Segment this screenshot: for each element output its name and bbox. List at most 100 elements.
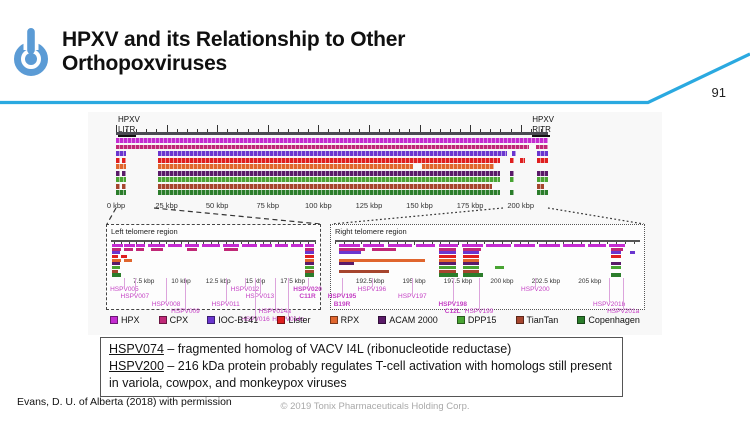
panel-segment xyxy=(438,244,458,248)
panel-tick xyxy=(247,241,249,244)
gene-leader-line xyxy=(225,277,227,302)
tonix-power-logo-icon xyxy=(14,28,48,76)
legend-label: TianTan xyxy=(526,315,559,325)
panel-title: Left telomere region xyxy=(111,227,178,236)
track-segment-ACAM 2000 xyxy=(158,170,501,176)
panel-tick xyxy=(387,241,389,244)
map-tick xyxy=(247,128,249,132)
legend-item-RPX: RPX xyxy=(329,315,359,325)
track-segment-RPX xyxy=(421,164,495,170)
map-axis-label: 175 kbp xyxy=(456,201,484,210)
panel-segment xyxy=(610,255,622,259)
gene-label: HSPV014a xyxy=(258,308,291,316)
gene-label: HSPV008 xyxy=(151,300,181,308)
map-tick xyxy=(348,128,350,132)
panel-tick xyxy=(466,241,468,244)
gene-leader-line xyxy=(452,277,454,302)
panel-segment xyxy=(259,244,272,248)
panel-tick xyxy=(225,241,227,244)
panel-tick-major xyxy=(370,240,372,245)
map-tick xyxy=(358,128,360,132)
track-segment-DPP15 xyxy=(509,177,514,183)
panel-segment xyxy=(463,262,480,266)
legend-swatch xyxy=(378,316,387,324)
gene-label: HSPV007 xyxy=(120,293,150,301)
panel-tick xyxy=(431,241,433,244)
legend-swatch xyxy=(207,316,216,324)
panel-segment xyxy=(167,244,183,248)
panel-axis-label: 10 kbp xyxy=(171,278,191,285)
map-tick xyxy=(520,125,522,132)
ritr-label-top: HPXV xyxy=(532,115,554,124)
map-tracks xyxy=(116,138,548,200)
panel-segment xyxy=(610,262,622,266)
panel-tick-major xyxy=(292,240,294,245)
gene-leader-line xyxy=(274,277,276,310)
legend-item-CPX: CPX xyxy=(158,315,188,325)
panel-tick xyxy=(378,241,380,244)
panel-segment xyxy=(610,266,622,270)
track-segment-Copenhagen xyxy=(536,190,548,196)
panel-segment xyxy=(148,244,165,248)
panel-tick xyxy=(151,241,152,244)
panel-title: Right telomere region xyxy=(335,227,407,236)
gene-label: HSPV016 xyxy=(241,315,270,323)
map-axis-label: 25 kbp xyxy=(155,201,178,210)
panel-segment xyxy=(291,244,304,248)
legend-label: IOC-B141 xyxy=(218,315,259,325)
gene-label: HSPV199 xyxy=(464,308,494,316)
gene-leader-line xyxy=(307,277,309,287)
panel-tick xyxy=(166,241,167,244)
panel-tick xyxy=(493,241,494,244)
panel-tick xyxy=(277,241,279,244)
panel-tick xyxy=(240,241,242,244)
note-line-2: HSPV200 – 216 kDa protein probably regul… xyxy=(109,358,614,392)
map-tick xyxy=(409,128,411,132)
gene-label: HSPV020 C11R xyxy=(293,286,322,301)
panel-tick-major xyxy=(545,240,547,245)
panel-segment xyxy=(463,273,483,277)
map-tick xyxy=(510,128,512,132)
panel-segment xyxy=(305,273,315,277)
panel-segment xyxy=(463,269,480,273)
track-segment-RPX xyxy=(116,164,127,170)
panel-tick xyxy=(484,241,486,244)
panel-tick xyxy=(136,241,138,244)
panel-axis-label: 195 kbp xyxy=(402,278,426,285)
panel-tick-major xyxy=(218,240,220,245)
legend-swatch xyxy=(329,316,338,324)
panel-segment xyxy=(222,244,240,248)
track-segment-TianTan xyxy=(536,183,544,189)
panel-segment xyxy=(112,258,122,262)
panel-segment xyxy=(224,247,238,251)
map-tick xyxy=(298,128,300,132)
map-tick xyxy=(379,128,381,132)
gene-label: HSPV011 xyxy=(211,300,240,308)
map-tick xyxy=(470,125,472,132)
panel-tick xyxy=(128,241,130,244)
gene-leader-line xyxy=(245,277,246,287)
map-axis-label: 150 kbp xyxy=(406,201,433,210)
legend-label: Lister xyxy=(288,315,311,325)
panel-tick xyxy=(475,241,477,244)
panel-segment xyxy=(438,258,457,262)
panel-segment xyxy=(609,244,625,248)
panel-tick xyxy=(405,241,407,244)
panel-segment xyxy=(438,269,457,273)
map-axis-label: 200 kbp xyxy=(507,201,535,210)
panel-segment xyxy=(186,247,198,251)
panel-segment xyxy=(463,251,480,255)
left-telomere-panel: Left telomere region 7.5 kbp 10 kbp 12.5 kb… xyxy=(106,224,322,323)
panel-segment xyxy=(112,244,123,248)
panel-segment xyxy=(538,244,560,248)
panel-segment xyxy=(463,255,480,259)
map-axis-labels: 0 kbp 25 kbp 50 kbp 75 kbp 100 kbp 125 kbp 150… xyxy=(107,201,548,211)
panel-tick xyxy=(572,241,574,244)
track-segment-DPP15 xyxy=(158,177,501,183)
panel-segment xyxy=(242,244,257,248)
map-tick xyxy=(237,128,239,132)
panel-segment xyxy=(387,244,413,248)
panel-segment xyxy=(463,266,480,270)
legend-swatch xyxy=(577,316,586,324)
track-segment-Lister xyxy=(116,157,121,163)
